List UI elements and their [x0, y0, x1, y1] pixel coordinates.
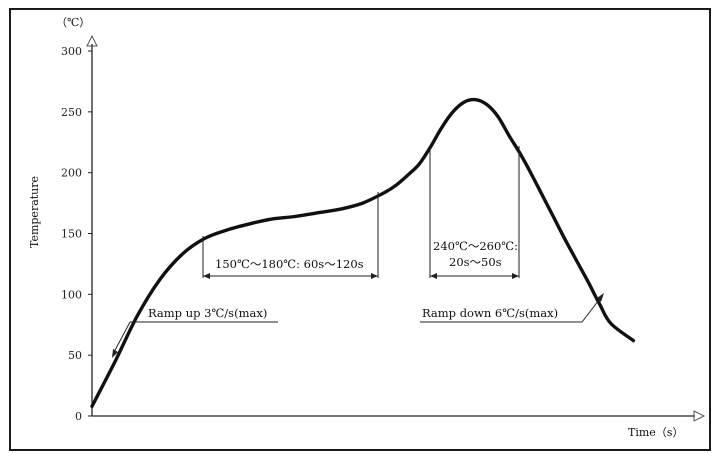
y-tick-label: 100	[61, 288, 82, 301]
peak-zone-label-1: 240℃～260℃:	[433, 239, 518, 253]
y-tick-label: 200	[61, 167, 82, 180]
x-axis-arrow	[693, 410, 706, 422]
y-tick-label: 250	[61, 106, 82, 119]
soak-zone-label: 150℃～180℃: 60s～120s	[215, 257, 364, 271]
chart-frame	[9, 8, 711, 451]
ramp-down-arrowhead	[597, 293, 604, 302]
ramp-down-label: Ramp down 6℃/s(max)	[422, 306, 558, 320]
y-tick-label: 300	[61, 45, 82, 58]
ramp-down-leader	[581, 295, 603, 323]
y-tick-label: 50	[68, 349, 82, 362]
temperature-curve	[90, 97, 636, 408]
y-axis-arrow	[86, 34, 98, 47]
y-axis-unit: （℃）	[56, 16, 90, 29]
peak-arrow-left	[430, 273, 437, 279]
ramp-up-leader	[112, 321, 131, 355]
y-tick-label: 150	[61, 228, 82, 241]
y-axis-label: Temperature	[28, 176, 41, 248]
y-tick-label: 0	[75, 410, 82, 423]
soak-arrow-right	[371, 273, 378, 279]
peak-arrow-right	[512, 273, 519, 279]
peak-zone-label-2: 20s～50s	[449, 255, 502, 269]
x-axis-label: Time（s）	[628, 426, 683, 439]
ramp-up-arrowhead	[112, 349, 118, 358]
ramp-up-label: Ramp up 3℃/s(max)	[148, 306, 267, 320]
soak-arrow-left	[203, 273, 210, 279]
